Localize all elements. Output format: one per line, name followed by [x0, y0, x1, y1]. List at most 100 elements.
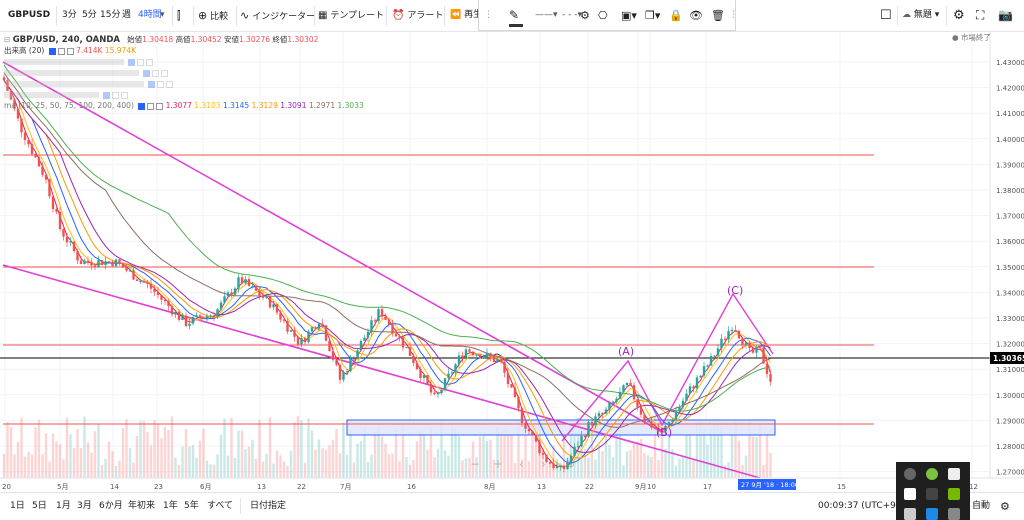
ma-settings-icon[interactable]	[147, 102, 155, 110]
interval-4h-button[interactable]: 4時間	[138, 10, 162, 20]
range-1d-button[interactable]: 1日	[10, 501, 25, 511]
price-axis[interactable]: 1.43000 1.42000 1.41000 1.40000 1.39000 1.380…	[996, 59, 1024, 492]
indicator-settings-icon[interactable]	[157, 80, 165, 88]
tray-app-icon-9[interactable]	[948, 508, 960, 520]
more-icon[interactable]: ⋮	[729, 10, 738, 20]
zoom-in-button[interactable]: +	[493, 457, 503, 471]
fullscreen-icon[interactable]: ⛶	[976, 8, 985, 22]
fullscreen-checkbox-icon[interactable]: ☐	[880, 8, 892, 23]
interval-3m-button[interactable]: 3分	[62, 10, 77, 20]
bottom-settings-gear-icon[interactable]: ⚙	[1000, 500, 1010, 513]
range-5d-button[interactable]: 5日	[32, 501, 47, 511]
clone-icon[interactable]: ❐▾	[645, 9, 661, 22]
alert-button[interactable]: ⏰ アラート	[392, 0, 443, 31]
range-all-button[interactable]: すべて	[207, 501, 234, 511]
candle-body	[520, 408, 524, 423]
volume-settings-icon[interactable]	[57, 47, 65, 55]
indicator-close-icon[interactable]	[121, 91, 129, 99]
layout-cloud-button[interactable]: ☁ 無題 ▾	[902, 0, 939, 31]
line-style-button[interactable]: - - -▾	[562, 10, 582, 20]
volume-bar	[713, 422, 716, 478]
candle-body	[706, 365, 709, 367]
templates-button[interactable]: ▦ テンプレート	[318, 0, 384, 31]
replay-button[interactable]: ⏪ 再生	[450, 0, 482, 31]
price-tick-label: 1.31000	[996, 366, 1024, 374]
tray-app-icon-6[interactable]	[948, 488, 960, 500]
indicator-settings-icon[interactable]	[137, 58, 145, 66]
indicator-eye-icon[interactable]	[143, 69, 151, 77]
tray-app-icon-4[interactable]	[904, 488, 916, 500]
indicator-eye-icon[interactable]	[128, 58, 136, 66]
indicators-label: インジケーター	[252, 12, 316, 22]
ma-close-icon[interactable]	[156, 102, 164, 110]
scroll-left-button[interactable]: ‹	[519, 457, 524, 471]
candle-body	[646, 421, 650, 423]
candle-body	[195, 315, 198, 318]
trendline-upper[interactable]	[2, 61, 663, 433]
price-tick-label: 1.43000	[996, 59, 1024, 67]
camera-snapshot-icon[interactable]: 📷	[998, 8, 1013, 22]
zoom-out-button[interactable]: −	[470, 457, 480, 471]
candle-body	[569, 455, 573, 463]
line-color-button[interactable]: ✎	[509, 8, 520, 22]
range-ytd-button[interactable]: 年初来	[128, 501, 156, 511]
clock-timezone-button[interactable]: 00:09:37 (UTC+9)	[818, 501, 900, 511]
reset-chart-icon[interactable]: ↻	[566, 458, 575, 471]
compare-button[interactable]: ⊕ 比較	[198, 0, 228, 31]
range-5y-button[interactable]: 5年	[184, 501, 199, 511]
candle-body	[79, 260, 83, 265]
range-1m-button[interactable]: 1月	[56, 501, 71, 511]
tray-app-icon-2[interactable]	[926, 468, 938, 480]
tray-app-icon-3[interactable]	[948, 468, 960, 480]
tray-app-icon-8[interactable]	[926, 508, 938, 520]
indicator-eye-icon[interactable]	[103, 91, 111, 99]
settings-gear-icon[interactable]: ⚙	[580, 9, 590, 22]
candle-body	[559, 465, 562, 467]
interval-5m-button[interactable]: 5分	[82, 10, 97, 20]
chart-settings-gear-icon[interactable]: ⚙	[953, 8, 965, 23]
legend-collapse-icon[interactable]: ⊟	[4, 35, 11, 44]
price-chart[interactable]: (A) (B) (C) 1.43000 1.42000 1.41000 1.40000…	[0, 32, 1024, 492]
indicator-close-icon[interactable]	[161, 69, 169, 77]
tray-app-icon-5[interactable]	[926, 488, 938, 500]
drag-handle-icon[interactable]: ⋮	[484, 10, 493, 20]
ma400-value: 1.3033	[337, 101, 364, 110]
elliott-wave-line[interactable]	[561, 292, 774, 442]
range-3m-button[interactable]: 3月	[77, 501, 92, 511]
market-closed-dot: ●	[952, 33, 959, 42]
tray-app-icon-7[interactable]	[904, 508, 916, 520]
volume-eye-icon[interactable]	[48, 47, 56, 55]
goto-date-button[interactable]: 日付指定	[250, 501, 287, 511]
volume-bar	[65, 417, 69, 478]
range-1y-button[interactable]: 1年	[163, 501, 178, 511]
eye-visibility-icon[interactable]: 👁	[689, 9, 703, 22]
scroll-right-button[interactable]: ›	[541, 457, 546, 471]
interval-15m-button[interactable]: 15分	[100, 10, 121, 20]
indicator-eye-icon[interactable]	[148, 80, 156, 88]
chart-type-candles-icon[interactable]: ⫿	[177, 9, 181, 22]
volume-bar	[282, 461, 286, 478]
indicator-close-icon[interactable]	[146, 58, 154, 66]
symbol-search-button[interactable]: GBPUSD	[8, 10, 51, 20]
interval-dropdown-icon[interactable]: ▾	[160, 10, 165, 20]
time-axis[interactable]: 20 5月 14 23 6月 13 22 7月 16 8月 13 22 9月 10 17 15 12	[2, 483, 978, 491]
visibility-intervals-icon[interactable]: ⎔	[598, 9, 608, 22]
trendline-lower[interactable]	[2, 264, 761, 479]
auto-scale-button[interactable]: 自動	[972, 501, 991, 511]
indicator-settings-icon[interactable]	[112, 91, 120, 99]
lock-icon[interactable]: 🔒	[669, 9, 683, 22]
range-6m-button[interactable]: 6か月	[99, 501, 123, 511]
indicator-settings-icon[interactable]	[152, 69, 160, 77]
indicator-close-icon[interactable]	[166, 80, 174, 88]
interval-week-button[interactable]: 週	[122, 10, 132, 20]
candle-body	[608, 402, 611, 410]
indicators-button[interactable]: ∿ インジケーター	[240, 0, 315, 31]
volume-bar	[765, 431, 769, 478]
line-width-button[interactable]: ——▾	[535, 10, 558, 20]
volume-bar	[471, 441, 475, 478]
trash-icon[interactable]: 🗑	[711, 9, 725, 22]
layer-order-icon[interactable]: ▣▾	[621, 9, 637, 22]
ma-eye-icon[interactable]	[138, 102, 146, 110]
tray-app-icon-1[interactable]	[904, 468, 916, 480]
volume-close-icon[interactable]	[66, 47, 74, 55]
